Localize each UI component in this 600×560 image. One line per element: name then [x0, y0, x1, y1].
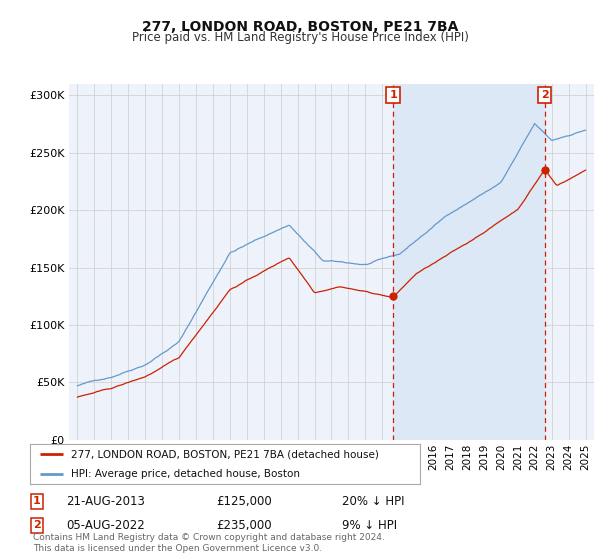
Text: 20% ↓ HPI: 20% ↓ HPI: [342, 494, 404, 508]
Text: Contains HM Land Registry data © Crown copyright and database right 2024.
This d: Contains HM Land Registry data © Crown c…: [33, 533, 385, 553]
Text: 277, LONDON ROAD, BOSTON, PE21 7BA (detached house): 277, LONDON ROAD, BOSTON, PE21 7BA (deta…: [71, 449, 379, 459]
Text: Price paid vs. HM Land Registry's House Price Index (HPI): Price paid vs. HM Land Registry's House …: [131, 31, 469, 44]
Text: 277, LONDON ROAD, BOSTON, PE21 7BA: 277, LONDON ROAD, BOSTON, PE21 7BA: [142, 20, 458, 34]
Text: 1: 1: [33, 496, 41, 506]
Text: 2: 2: [33, 520, 41, 530]
Text: £235,000: £235,000: [216, 519, 272, 532]
Bar: [393, 84, 545, 440]
Text: 9% ↓ HPI: 9% ↓ HPI: [342, 519, 397, 532]
Text: 05-AUG-2022: 05-AUG-2022: [66, 519, 145, 532]
Text: 1: 1: [389, 90, 397, 100]
Text: HPI: Average price, detached house, Boston: HPI: Average price, detached house, Bost…: [71, 469, 300, 479]
Text: 21-AUG-2013: 21-AUG-2013: [66, 494, 145, 508]
Text: £125,000: £125,000: [216, 494, 272, 508]
Text: 2: 2: [541, 90, 548, 100]
